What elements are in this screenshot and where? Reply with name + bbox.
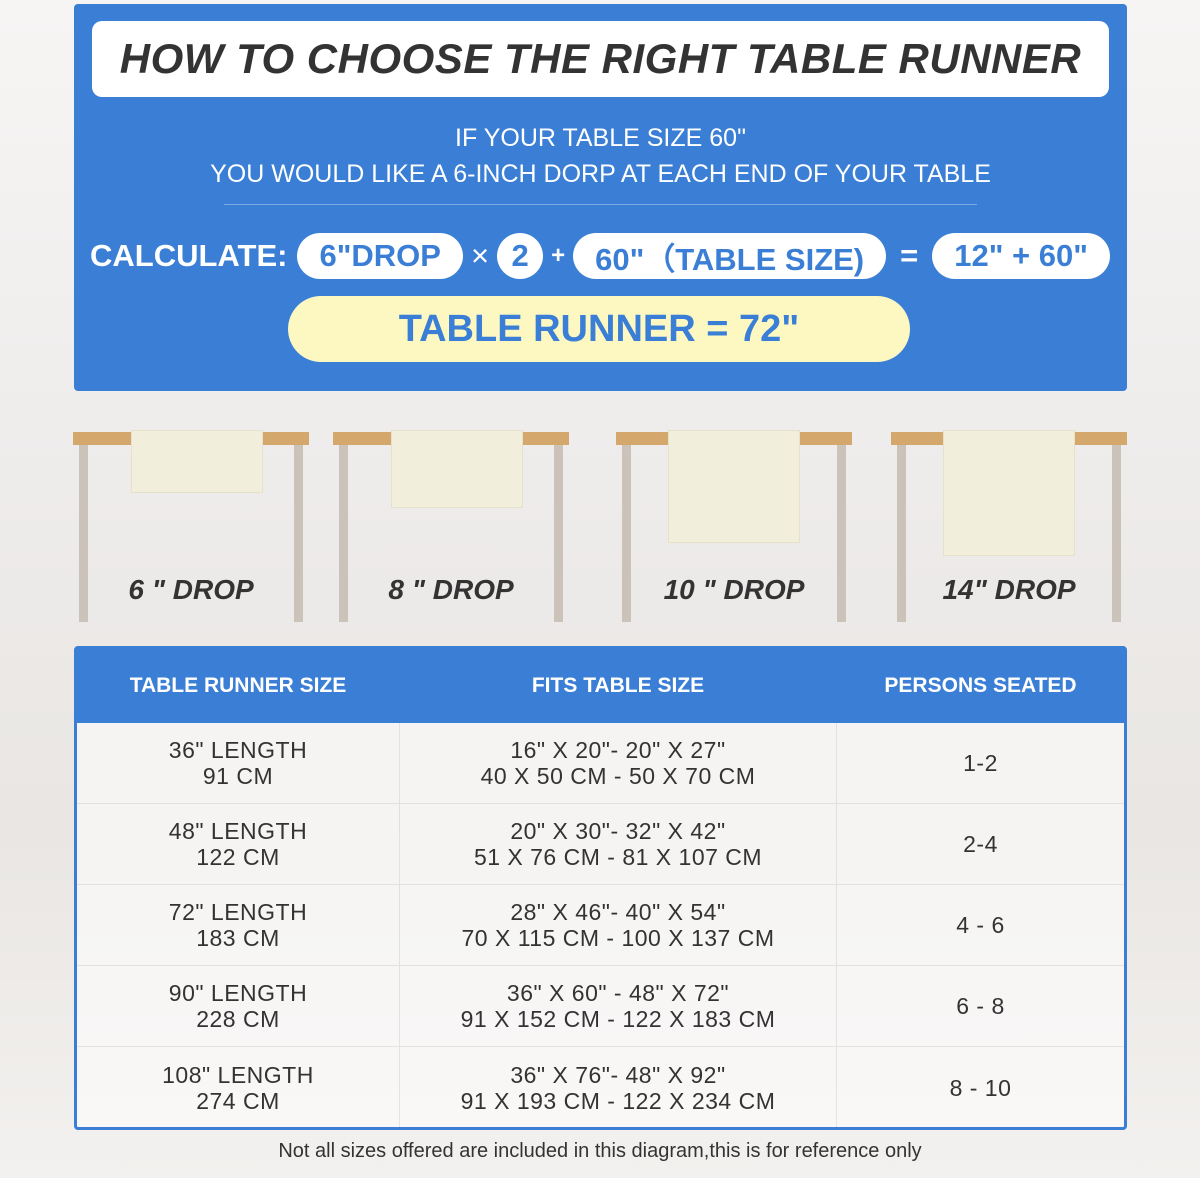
fits-table-cell: 16" X 20"- 20" X 27" 40 X 50 CM - 50 X 70… [399,723,837,803]
table-leg [1112,445,1121,622]
fits-inches: 28" X 46"- 40" X 54" [510,899,726,925]
fits-inches: 16" X 20"- 20" X 27" [510,737,726,763]
table-row: 36" LENGTH 91 CM 16" X 20"- 20" X 27" 40 X… [77,723,1124,804]
table-header: TABLE RUNNER SIZE FITS TABLE SIZE PERSON… [77,649,1124,723]
size-cm: 274 CM [196,1087,280,1114]
runner-size-cell: 72" LENGTH 183 CM [77,885,399,965]
size-cm: 91 CM [202,763,274,789]
calculation-panel: HOW TO CHOOSE THE RIGHT TABLE RUNNER IF … [74,4,1127,391]
size-cm: 183 CM [196,925,280,951]
table-runner [943,430,1075,556]
divider [224,204,977,205]
table-runner [391,430,523,508]
table-drop-illustration: 8 " DROP [333,430,569,622]
fits-table-cell: 36" X 76"- 48" X 92" 91 X 193 CM - 122 X … [399,1047,837,1128]
size-table: TABLE RUNNER SIZE FITS TABLE SIZE PERSON… [74,646,1127,1130]
header-runner-size: TABLE RUNNER SIZE [129,674,347,697]
calculation-row: CALCULATE: 6"DROP × 2 + 60"（TABLE SIZE) … [90,232,1110,280]
fits-inches: 36" X 60" - 48" X 72" [506,980,730,1006]
fits-cm: 91 X 193 CM - 122 X 234 CM [460,1087,776,1114]
fits-inches: 36" X 76"- 48" X 92" [510,1061,726,1088]
runner-size-cell: 108" LENGTH 274 CM [77,1047,399,1128]
size-cm: 228 CM [196,1006,280,1032]
size-inches: 108" LENGTH [162,1061,314,1088]
size-inches: 36" LENGTH [168,737,308,763]
table-runner [131,430,263,493]
table-leg [339,445,348,622]
table-leg [622,445,631,622]
drop-label: 10 " DROP [663,574,805,605]
page-title: HOW TO CHOOSE THE RIGHT TABLE RUNNER [92,21,1109,97]
times-sign: × [470,238,490,273]
table-leg [79,445,88,622]
table-runner [668,430,800,543]
table-row: 72" LENGTH 183 CM 28" X 46"- 40" X 54" 70 … [77,885,1124,966]
plus-sign: + [551,242,566,269]
size-inches: 48" LENGTH [168,818,308,844]
intro-line-2: YOU WOULD LIKE A 6-INCH DORP AT EACH END… [210,160,991,188]
runner-size-cell: 36" LENGTH 91 CM [77,723,399,803]
fits-table-cell: 20" X 30"- 32" X 42" 51 X 76 CM - 81 X 10… [399,804,837,884]
fits-inches: 20" X 30"- 32" X 42" [510,818,726,844]
multiplier-pill: 2 [497,233,544,279]
fits-table-cell: 28" X 46"- 40" X 54" 70 X 115 CM - 100 X … [399,885,837,965]
drop-pill: 6"DROP [297,233,463,279]
fits-cm: 40 X 50 CM - 50 X 70 CM [480,763,756,789]
size-cm: 122 CM [196,844,280,870]
persons-cell: 6 - 8 [956,993,1005,1019]
persons-cell: 1-2 [963,750,998,776]
persons-cell: 8 - 10 [949,1074,1012,1101]
runner-size-cell: 48" LENGTH 122 CM [77,804,399,884]
intro-line-1: IF YOUR TABLE SIZE 60" [455,124,746,152]
table-drop-illustration: 10 " DROP [616,430,852,622]
runner-size-cell: 90" LENGTH 228 CM [77,966,399,1046]
fits-cm: 91 X 152 CM - 122 X 183 CM [460,1006,776,1032]
drop-label: 14" DROP [942,574,1076,605]
drop-label: 6 " DROP [128,574,254,605]
fits-cm: 70 X 115 CM - 100 X 137 CM [461,925,775,951]
table-row: 108" LENGTH 274 CM 36" X 76"- 48" X 92" 91… [77,1047,1124,1128]
fits-cm: 51 X 76 CM - 81 X 107 CM [473,844,763,870]
table-size-pill: 60"（TABLE SIZE) [573,233,887,279]
size-inches: 90" LENGTH [168,980,308,1006]
table-row: 48" LENGTH 122 CM 20" X 30"- 32" X 42" 51 … [77,804,1124,885]
table-row: 90" LENGTH 228 CM 36" X 60" - 48" X 72" 91… [77,966,1124,1047]
table-leg [837,445,846,622]
persons-cell: 2-4 [963,831,998,857]
footnote: Not all sizes offered are included in th… [278,1140,922,1162]
table-drop-illustration: 6 " DROP [73,430,309,622]
result-pill: TABLE RUNNER = 72" [288,296,910,362]
persons-cell: 4 - 6 [956,912,1005,938]
calculate-label: CALCULATE: [90,238,288,273]
fits-table-cell: 36" X 60" - 48" X 72" 91 X 152 CM - 122 X… [399,966,837,1046]
drop-label: 8 " DROP [388,574,514,605]
equals-sign: = [900,238,919,273]
table-leg [897,445,906,622]
header-persons: PERSONS SEATED [884,674,1077,697]
size-inches: 72" LENGTH [168,899,308,925]
header-fits-table: FITS TABLE SIZE [531,674,705,697]
table-drop-illustration: 14" DROP [891,430,1127,622]
sum-pill: 12" + 60" [932,233,1110,279]
table-leg [554,445,563,622]
table-leg [294,445,303,622]
